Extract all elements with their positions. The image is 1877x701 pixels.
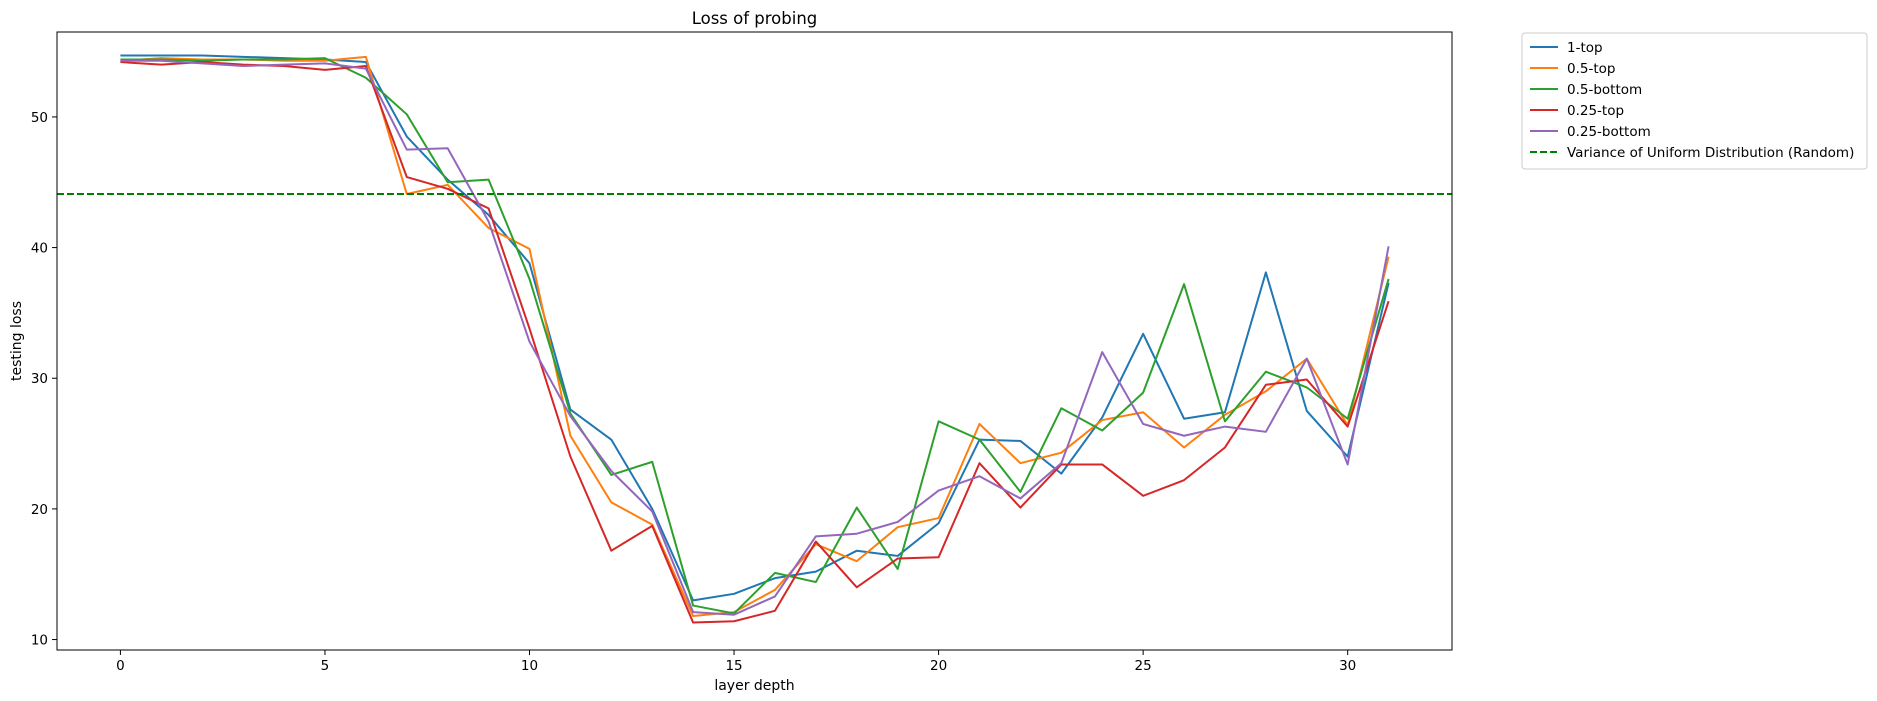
series-layer (120, 54, 1390, 624)
y-axis-label: testing loss (9, 301, 25, 381)
legend-label: Variance of Uniform Distribution (Random… (1567, 145, 1854, 161)
x-tick-label: 10 (521, 658, 538, 674)
series-line-0.25-top (120, 61, 1390, 624)
y-tick-label: 50 (31, 110, 48, 126)
y-tick-label: 20 (31, 502, 48, 518)
x-tick-label: 15 (725, 658, 742, 674)
x-tick-label: 30 (1339, 658, 1356, 674)
plot-frame (56, 31, 1453, 651)
y-tick-label: 30 (31, 371, 48, 387)
legend-label: 0.25-top (1567, 103, 1624, 119)
legend-label: 0.25-bottom (1567, 124, 1651, 140)
legend-label: 0.5-bottom (1567, 82, 1642, 98)
series-line-0.25-bottom (120, 59, 1390, 616)
x-tick-label: 0 (116, 658, 125, 674)
x-tick-label: 20 (930, 658, 947, 674)
x-tick-label: 5 (321, 658, 330, 674)
chart-title: Loss of probing (692, 9, 818, 28)
y-tick-label: 10 (31, 633, 48, 649)
y-axis-ticks: 10 20 30 40 50 (31, 110, 57, 649)
series-line-1-top (120, 54, 1390, 602)
legend-label: 1-top (1567, 40, 1603, 56)
legend-box (1521, 32, 1868, 170)
x-axis-ticks: 0 5 10 15 20 25 30 (116, 650, 1356, 674)
y-tick-label: 40 (31, 241, 48, 257)
series-line-0.5-bottom (120, 57, 1390, 615)
legend-label: 0.5-top (1567, 61, 1615, 77)
legend: 1-top 0.5-top 0.5-bottom 0.25-top 0.25-botto… (1521, 32, 1868, 170)
x-tick-label: 25 (1135, 658, 1152, 674)
series-line-0.5-top (120, 55, 1390, 618)
x-axis-label: layer depth (714, 678, 794, 694)
